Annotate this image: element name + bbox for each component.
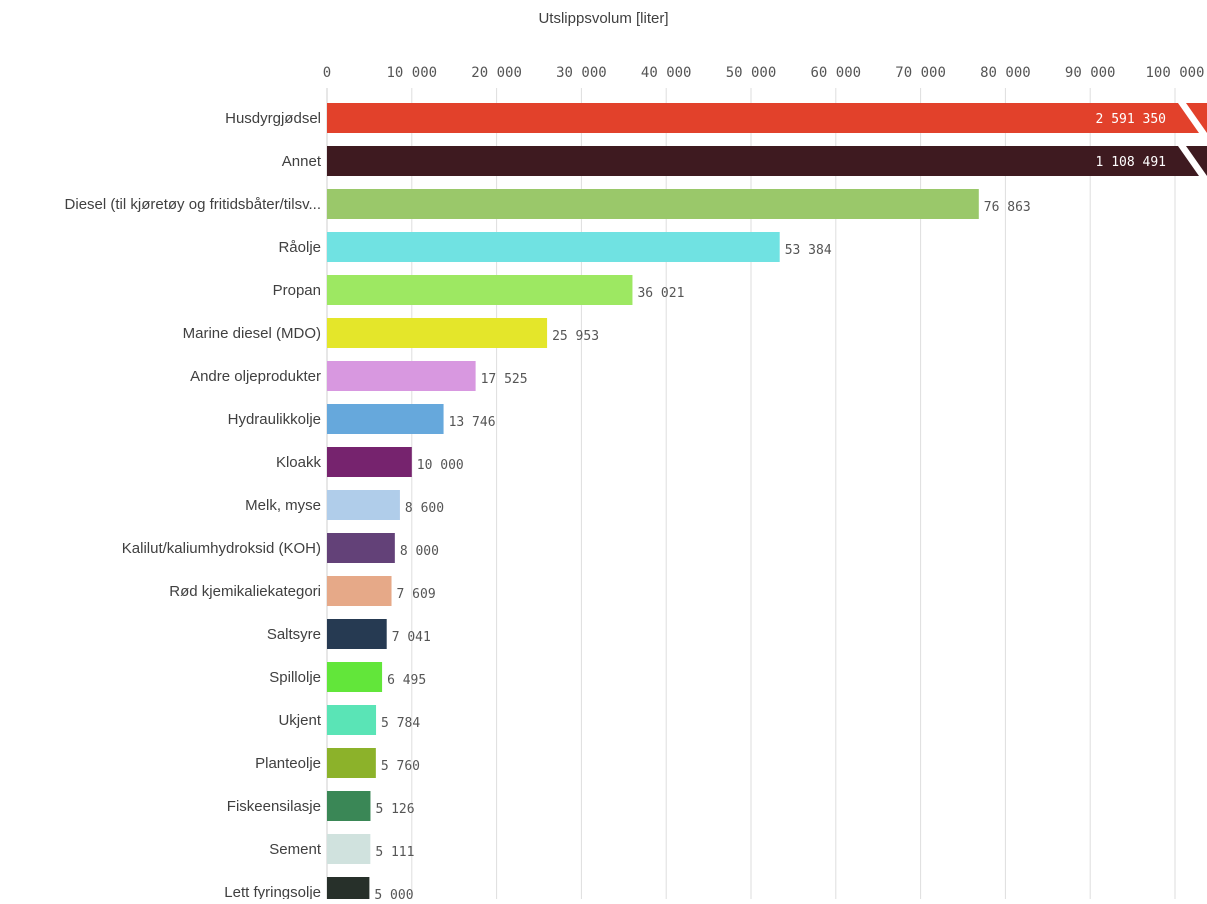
value-label: 1 108 491: [1096, 155, 1166, 170]
gridlines: [326, 88, 1176, 899]
bar[interactable]: [327, 834, 371, 864]
value-label: 10 000: [417, 458, 464, 473]
bar[interactable]: [327, 146, 1207, 176]
value-label: 6 495: [387, 673, 426, 688]
value-label: 13 746: [449, 415, 496, 430]
bar[interactable]: [327, 748, 376, 778]
category-label: Spillolje: [269, 669, 321, 686]
bar[interactable]: [327, 705, 377, 735]
bar[interactable]: [327, 318, 548, 348]
bar[interactable]: [327, 576, 392, 606]
bar[interactable]: [327, 662, 383, 692]
category-label: Sement: [269, 841, 322, 858]
value-label: 5 126: [375, 802, 414, 817]
value-label: 25 953: [552, 329, 599, 344]
x-axis-title: Utslippsvolum [liter]: [538, 10, 669, 27]
category-label: Andre oljeprodukter: [190, 368, 321, 385]
value-label: 5 784: [381, 716, 420, 731]
value-label: 8 000: [400, 544, 439, 559]
category-label: Hydraulikkolje: [228, 411, 321, 428]
category-label: Planteolje: [255, 755, 321, 772]
bar[interactable]: [327, 791, 371, 821]
x-tick-label: 100 000: [1145, 65, 1204, 81]
value-label: 53 384: [785, 243, 832, 258]
axis-break-mark: [1178, 103, 1207, 133]
bar[interactable]: [327, 533, 395, 563]
x-tick-label: 0: [323, 65, 331, 81]
category-label: Saltsyre: [267, 626, 321, 643]
category-label: Husdyrgjødsel: [225, 110, 321, 127]
category-label: Propan: [273, 282, 321, 299]
category-label: Fiskeensilasje: [227, 798, 321, 815]
x-tick-label: 50 000: [726, 65, 777, 81]
value-label: 76 863: [984, 200, 1031, 215]
bar[interactable]: [327, 232, 780, 262]
x-axis-ticks: 0 10 000 20 000 30 000 40 000 50 000 60 000 70 …: [323, 65, 1205, 81]
value-label: 7 041: [392, 630, 431, 645]
value-label: 2 591 350: [1096, 112, 1166, 127]
bar[interactable]: [327, 447, 412, 477]
x-tick-label: 30 000: [556, 65, 607, 81]
category-label: Annet: [282, 153, 322, 170]
x-tick-label: 90 000: [1065, 65, 1116, 81]
bar[interactable]: [327, 103, 1207, 133]
bar[interactable]: [327, 619, 387, 649]
x-tick-label: 10 000: [387, 65, 438, 81]
category-label: Rød kjemikaliekategori: [169, 583, 321, 600]
value-label: 7 609: [397, 587, 436, 602]
x-tick-label: 20 000: [471, 65, 522, 81]
bar[interactable]: [327, 877, 370, 904]
bar[interactable]: [327, 361, 476, 391]
value-labels: 2 591 350 1 108 491 76 863 53 384 36 021 25 9…: [374, 112, 1166, 903]
bar[interactable]: [327, 404, 444, 434]
value-label: 17 525: [481, 372, 528, 387]
category-label: Råolje: [278, 239, 321, 256]
bar[interactable]: [327, 490, 400, 520]
value-label: 5 000: [374, 888, 413, 899]
bars: [327, 103, 1207, 904]
value-label: 5 760: [381, 759, 420, 774]
category-label: Diesel (til kjøretøy og fritidsbåter/til…: [65, 196, 321, 213]
bar[interactable]: [327, 189, 979, 219]
value-label: 8 600: [405, 501, 444, 516]
axis-break-mark: [1178, 146, 1207, 176]
x-tick-label: 70 000: [895, 65, 946, 81]
category-label: Kloakk: [276, 454, 322, 471]
category-label: Melk, myse: [245, 497, 321, 514]
bar[interactable]: [327, 275, 633, 305]
x-tick-label: 80 000: [980, 65, 1031, 81]
category-labels: Husdyrgjødsel Annet Diesel (til kjøretøy o…: [65, 110, 322, 901]
value-label: 36 021: [637, 286, 684, 301]
category-label: Kalilut/kaliumhydroksid (KOH): [122, 540, 321, 557]
category-label: Marine diesel (MDO): [183, 325, 321, 342]
x-tick-label: 40 000: [641, 65, 692, 81]
value-label: 5 111: [375, 845, 414, 860]
category-label: Ukjent: [278, 712, 321, 729]
x-tick-label: 60 000: [811, 65, 862, 81]
category-label: Lett fyringsolje: [224, 884, 321, 899]
